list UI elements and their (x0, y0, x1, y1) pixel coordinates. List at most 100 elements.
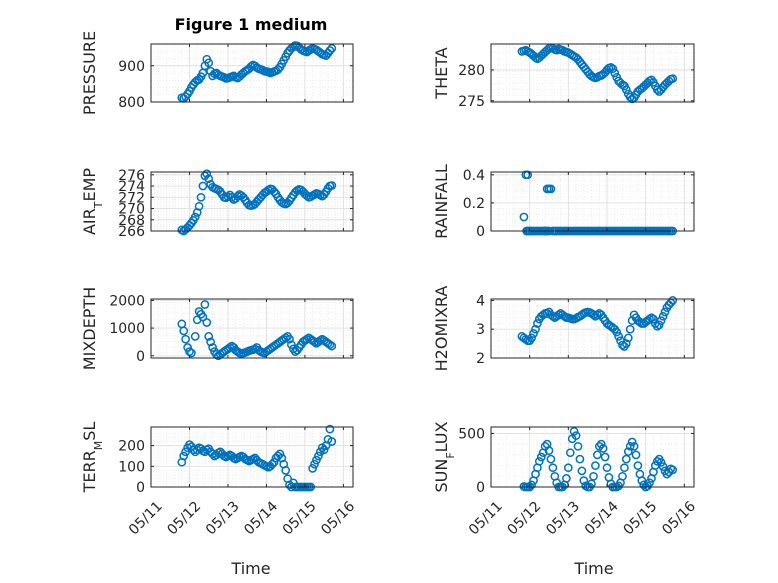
panel-left-2-point (204, 174, 214, 184)
panel-left-3-point (325, 340, 335, 350)
panel-left-4-point (208, 449, 217, 459)
panel-right-4-plot-area (491, 427, 694, 487)
panel-right-3-point (548, 311, 558, 321)
x-axis-label-right: Time (573, 559, 613, 578)
panel-right-4-xtick-label: 05/11 (466, 498, 506, 538)
panel-right-4-point (579, 476, 589, 485)
panel-right-3-point (647, 313, 656, 323)
panel-right-1-ytick-label: 275 (458, 94, 485, 110)
panel-left-3-ylabel: MIXDEPTH (80, 287, 99, 370)
panel-right-4-point (575, 454, 585, 464)
panel-right-4-point (627, 437, 637, 447)
panel-right-4-point (656, 458, 666, 467)
panel-right-3-ytick-label: 2 (476, 351, 485, 367)
panel-left-1-point (325, 46, 335, 55)
panel-left-4-point (327, 437, 337, 446)
panel-right-4-xtick-label: 05/15 (621, 498, 661, 538)
panel-right-4-point (563, 463, 573, 473)
panel-left-2-series (177, 169, 337, 236)
panel-left-4-point (325, 424, 335, 434)
panel-right-1-point (608, 64, 618, 74)
panel-left-2-ylabel-sub: T (92, 201, 105, 209)
panel-left-1-series (177, 41, 337, 103)
panel-right-4-point (546, 454, 556, 464)
panel-left-4-xtick-label: 05/14 (241, 498, 281, 538)
panel-left-4-ytick-label: 100 (118, 459, 145, 475)
panel-right-3-point (612, 327, 622, 337)
panel-left-2-ylabel: AIRTEMP (80, 168, 105, 235)
panel-right-4-point (618, 471, 627, 481)
panel-right-4-xtick-label: 05/14 (582, 498, 622, 538)
panel-right-3: 2 3 4 H2OMIXRA (432, 286, 695, 371)
panel-left-4-ticks (150, 427, 353, 488)
panel-left-3-point (327, 341, 337, 351)
panel-left-2-point (227, 192, 237, 202)
panel-right-1-point (621, 85, 631, 95)
panel-right-3-point (658, 311, 668, 321)
panel-left-4-point (267, 459, 277, 469)
panel-left-4-point (308, 464, 317, 473)
panel-left-3-point (315, 336, 325, 345)
panel-left-3-point (208, 343, 217, 352)
panel-right-2-point (519, 212, 529, 222)
panel-left-4-point (192, 445, 202, 455)
panel-left-4-xtick-label: 05/16 (318, 498, 358, 538)
panel-left-3-point (281, 333, 291, 343)
panel-right-2-point (523, 170, 533, 180)
panel-left-4-ylabel-main: TERR (80, 450, 99, 493)
panel-left-2-ylabel-main: AIR (80, 208, 99, 235)
panel-right-4-axes-box (490, 426, 695, 488)
panel-right-4-point (536, 452, 546, 462)
panel-right-3-point (533, 319, 542, 328)
panel-right-2-ytick-label: 0 (476, 224, 485, 240)
panel-right-3-point (649, 314, 658, 324)
panel-left-2-point (202, 169, 212, 179)
panel-left-1-point (327, 43, 337, 53)
panel-right-3-point (527, 333, 536, 343)
panel-right-4-ylabel-main: SUN (432, 459, 451, 493)
panel-right-4-point (637, 476, 647, 485)
panel-left-3-ticks (150, 299, 353, 358)
panel-left-2-point (269, 187, 279, 197)
figure-title: Figure 1 medium (175, 15, 328, 34)
panel-right-4-point (592, 450, 602, 460)
panel-left-1-ylabel-main: PRESSURE (80, 31, 99, 115)
panel-left-4-ytick-label: 200 (118, 439, 145, 455)
panel-right-3-point (618, 340, 627, 350)
panel-left-4-point (312, 455, 321, 465)
panel-right-4-point (600, 452, 610, 462)
panel-left-2-point (233, 191, 242, 201)
panel-left-3-point (204, 332, 214, 341)
panel-right-4-point (589, 471, 598, 481)
panel-left-3-major-grid (150, 299, 353, 358)
panel-left-3-point (187, 348, 196, 358)
panel-right-4-point (562, 474, 571, 483)
panel-right-3-point (654, 320, 664, 330)
panel-left-2-point (327, 181, 337, 190)
panel-right-3-series (517, 296, 678, 351)
panel-right-4-ylabel-tail: LUX (432, 421, 451, 452)
panel-right-2: 0 0.2 0.4 RAINFALL (432, 164, 695, 240)
panel-left-4-axes-box (150, 426, 354, 488)
panel-right-3-point (623, 333, 633, 343)
panel-left-4-ylabel: TERRMSL (80, 422, 105, 494)
panel-left-4-ylabel-tail: SL (80, 422, 99, 441)
panel-right-4-point (527, 480, 536, 490)
panel-left-4-xtick-label: 05/13 (203, 498, 243, 538)
panel-right-2-point (546, 184, 556, 194)
panel-right-4-ticks (490, 427, 694, 488)
panel-left-1: 800 900 PRESSURE (80, 31, 354, 115)
panel-right-3-point (529, 329, 538, 338)
panel-left-1-axes-box (150, 43, 354, 103)
panel-right-4-point (591, 461, 600, 470)
panel-left-4-point (314, 451, 323, 461)
panel-right-1-axes-box (490, 43, 695, 103)
panel-right-4-point (652, 456, 662, 466)
panel-left-2-ytick-label: 272 (118, 190, 145, 206)
panel-left-4-ylabel-sub: M (92, 441, 105, 451)
panel-right-3-point (625, 324, 635, 334)
panel-right-4-point (633, 461, 643, 470)
panel-right-3-point (660, 307, 670, 317)
panel-right-4-point (658, 462, 668, 471)
panel-left-3-point (287, 340, 296, 350)
